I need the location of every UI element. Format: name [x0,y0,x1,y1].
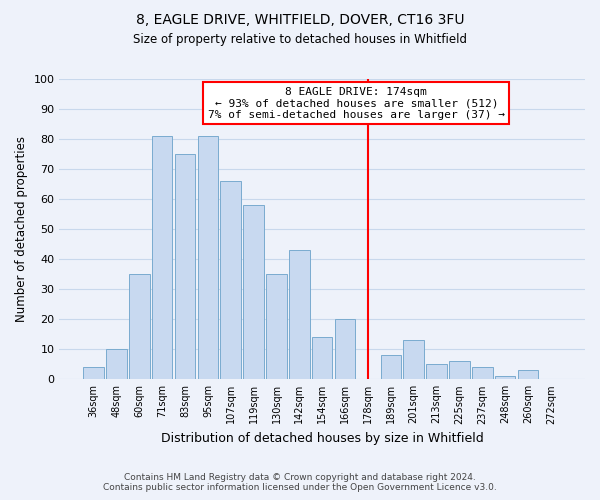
Bar [197,136,218,380]
Bar [289,250,310,380]
Bar [106,350,127,380]
Bar [380,356,401,380]
Text: 8 EAGLE DRIVE: 174sqm
← 93% of detached houses are smaller (512)
7% of semi-deta: 8 EAGLE DRIVE: 174sqm ← 93% of detached … [208,86,505,120]
Y-axis label: Number of detached properties: Number of detached properties [15,136,28,322]
Bar [403,340,424,380]
Bar [312,338,332,380]
Text: Contains HM Land Registry data © Crown copyright and database right 2024.
Contai: Contains HM Land Registry data © Crown c… [103,473,497,492]
Bar [449,362,470,380]
Bar [129,274,149,380]
Bar [175,154,196,380]
Bar [518,370,538,380]
Text: Size of property relative to detached houses in Whitfield: Size of property relative to detached ho… [133,32,467,46]
Text: 8, EAGLE DRIVE, WHITFIELD, DOVER, CT16 3FU: 8, EAGLE DRIVE, WHITFIELD, DOVER, CT16 3… [136,12,464,26]
Bar [244,205,264,380]
Bar [426,364,447,380]
Bar [335,319,355,380]
Bar [266,274,287,380]
X-axis label: Distribution of detached houses by size in Whitfield: Distribution of detached houses by size … [161,432,484,445]
Bar [220,181,241,380]
Bar [83,368,104,380]
Bar [495,376,515,380]
Bar [152,136,172,380]
Bar [472,368,493,380]
